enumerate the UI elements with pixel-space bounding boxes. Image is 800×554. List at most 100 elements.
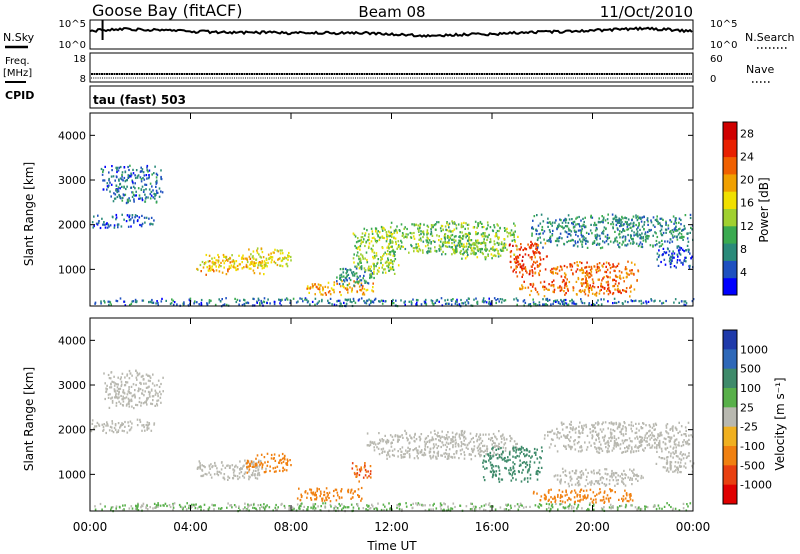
heatmap-cell [487, 236, 489, 239]
heatmap-cell [427, 435, 429, 438]
heatmap-cell [601, 285, 604, 288]
heatmap-cell [379, 440, 382, 443]
heatmap-cell [642, 422, 645, 425]
heatmap-cell [581, 289, 584, 292]
heatmap-cell [512, 470, 515, 474]
heatmap-cell [366, 444, 369, 447]
heatmap-cell [448, 436, 450, 439]
heatmap-cell [199, 263, 202, 267]
heatmap-cell [548, 498, 550, 501]
heatmap-cell [634, 437, 636, 440]
heatmap-cell [125, 396, 128, 399]
heatmap-cell [534, 242, 537, 245]
heatmap-cell [390, 221, 393, 224]
heatmap-cell [148, 176, 150, 179]
heatmap-cell [111, 429, 113, 432]
heatmap-cell [500, 446, 502, 450]
heatmap-cell [411, 437, 413, 440]
heatmap-cell [421, 503, 423, 506]
heatmap-cell [539, 269, 541, 272]
heatmap-cell [530, 265, 533, 268]
heatmap-cell [373, 264, 375, 267]
heatmap-cell [261, 251, 264, 254]
heatmap-cell [460, 298, 462, 302]
heatmap-cell [427, 225, 430, 229]
heatmap-cell [475, 233, 477, 236]
heatmap-cell [319, 495, 321, 498]
heatmap-cell [419, 237, 422, 240]
heatmap-cell [671, 259, 673, 262]
heatmap-cell [454, 222, 456, 225]
heatmap-cell [248, 468, 251, 471]
heatmap-cell [691, 300, 694, 303]
heatmap-cell [534, 504, 537, 507]
heatmap-cell [626, 228, 628, 231]
heatmap-cell [439, 240, 442, 243]
heatmap-cell [535, 232, 538, 236]
heatmap-cell [250, 262, 253, 265]
heatmap-cell [159, 504, 162, 507]
heatmap-cell [357, 263, 360, 266]
heatmap-cell [458, 457, 460, 460]
heatmap-cell [482, 241, 485, 244]
heatmap-cell [575, 233, 577, 236]
heatmap-cell [538, 272, 540, 275]
heatmap-cell [665, 220, 667, 223]
heatmap-cell [629, 290, 632, 293]
heatmap-cell [138, 194, 141, 197]
heatmap-cell [690, 226, 692, 229]
heatmap-cell [629, 498, 632, 501]
heatmap-cell [557, 495, 559, 498]
heatmap-cell [543, 437, 546, 440]
heatmap-cell [346, 506, 349, 509]
heatmap-cell [529, 460, 532, 463]
heatmap-cell [208, 254, 211, 257]
heatmap-cell [388, 242, 390, 246]
heatmap-cell [391, 435, 394, 438]
heatmap-cell [398, 505, 400, 508]
heatmap-cell [601, 232, 603, 235]
heatmap-cell [108, 429, 111, 432]
heatmap-cell [299, 297, 301, 300]
heatmap-cell [515, 265, 518, 268]
heatmap-cell [510, 506, 512, 509]
heatmap-cell [144, 200, 147, 203]
heatmap-cell [102, 170, 104, 173]
heatmap-cell [623, 469, 625, 472]
heatmap-cell [457, 445, 460, 448]
heatmap-cell [218, 266, 220, 269]
heatmap-cell [225, 297, 227, 300]
heatmap-cell [554, 271, 557, 275]
heatmap-cell [515, 259, 518, 262]
heatmap-cell [525, 461, 528, 464]
heatmap-cell [285, 469, 288, 472]
heatmap-cell [260, 462, 263, 465]
heatmap-cell [605, 275, 608, 278]
heatmap-cell [257, 266, 259, 269]
heatmap-cell [557, 237, 560, 240]
heatmap-cell [524, 462, 527, 465]
heatmap-cell [529, 477, 532, 480]
heatmap-cell [500, 249, 503, 252]
heatmap-cell [545, 502, 548, 505]
heatmap-cell [610, 439, 612, 442]
heatmap-cell [548, 489, 550, 492]
heatmap-cell [684, 227, 686, 230]
heatmap-cell [132, 172, 135, 175]
heatmap-cell [108, 177, 110, 181]
heatmap-cell [436, 434, 438, 437]
heatmap-cell [236, 475, 239, 478]
heatmap-cell [247, 465, 250, 468]
heatmap-cell [536, 473, 539, 476]
heatmap-cell [459, 240, 461, 243]
heatmap-cell [542, 303, 544, 306]
heatmap-cell [627, 260, 629, 263]
heatmap-cell [622, 302, 624, 305]
heatmap-cell [548, 298, 551, 302]
heatmap-cell [496, 452, 499, 456]
heatmap-cell [686, 503, 688, 506]
heatmap-cell [597, 446, 600, 449]
heatmap-cell [377, 447, 380, 450]
heatmap-cell [477, 223, 479, 226]
heatmap-cell [338, 502, 340, 506]
